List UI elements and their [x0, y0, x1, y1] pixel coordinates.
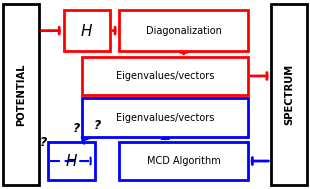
Text: $\mathbf{\mathit{H}}$: $\mathbf{\mathit{H}}$ — [80, 23, 93, 39]
Bar — [48, 142, 95, 180]
Bar — [119, 10, 248, 51]
Text: SPECTRUM: SPECTRUM — [284, 64, 294, 125]
Text: POTENTIAL: POTENTIAL — [16, 63, 26, 126]
Text: $\mathbf{\mathit{H}}$: $\mathbf{\mathit{H}}$ — [65, 153, 78, 169]
Bar — [119, 142, 248, 180]
Text: ?: ? — [40, 136, 47, 149]
Bar — [82, 57, 248, 95]
Bar — [64, 10, 110, 51]
Bar — [271, 4, 307, 185]
Text: Diagonalization: Diagonalization — [146, 26, 222, 36]
Text: ?: ? — [73, 122, 80, 135]
Bar — [82, 98, 248, 137]
Text: MCD Algorithm: MCD Algorithm — [147, 156, 221, 166]
Text: Eigenvalues/vectors: Eigenvalues/vectors — [116, 71, 215, 81]
Text: Eigenvalues/vectors: Eigenvalues/vectors — [116, 113, 215, 122]
Text: ?: ? — [93, 119, 101, 132]
Bar — [3, 4, 39, 185]
